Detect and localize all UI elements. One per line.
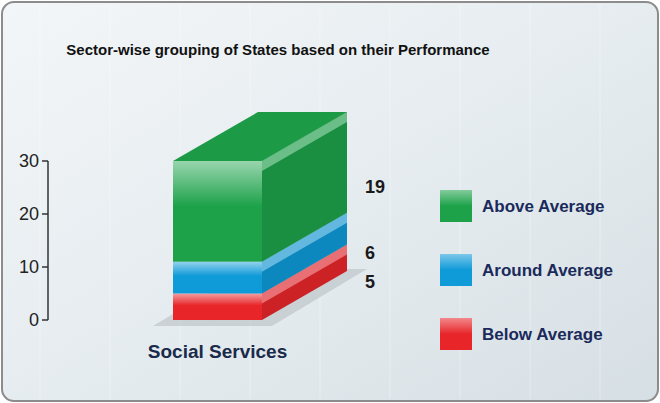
data-label: 6: [365, 243, 375, 263]
bar-front: [173, 262, 262, 294]
title: Sector-wise grouping of States based on …: [66, 41, 489, 58]
decor-line: [390, 4, 391, 399]
y-tick: [42, 266, 48, 268]
legend: Above Average Around Average Below Average: [440, 190, 613, 350]
legend-label: Above Average: [482, 197, 605, 216]
data-labels: 5 6 19: [365, 177, 385, 292]
chart: Sector-wise grouping of States based on …: [0, 0, 660, 403]
decor-line: [40, 4, 41, 399]
legend-label: Below Average: [482, 325, 603, 344]
data-label: 5: [365, 272, 375, 292]
legend-swatch: [440, 318, 472, 350]
bar-front: [173, 161, 262, 262]
y-tick: [42, 160, 48, 162]
y-tick-label: 10: [19, 257, 39, 277]
frame: [2, 2, 658, 401]
y-tick-label: 0: [29, 310, 39, 330]
y-tick-label: 30: [19, 151, 39, 171]
decor-line: [110, 4, 111, 399]
y-tick-label: 20: [19, 204, 39, 224]
legend-label: Around Average: [482, 261, 613, 280]
legend-swatch: [440, 254, 472, 286]
bar-top: [173, 112, 347, 161]
data-label: 19: [365, 177, 385, 197]
y-axis: [47, 161, 49, 320]
bar-front: [173, 294, 262, 321]
category-label: Social Services: [148, 341, 287, 362]
y-tick: [42, 213, 48, 215]
bars: [173, 112, 347, 320]
y-tick: [42, 319, 48, 321]
legend-swatch: [440, 190, 472, 222]
